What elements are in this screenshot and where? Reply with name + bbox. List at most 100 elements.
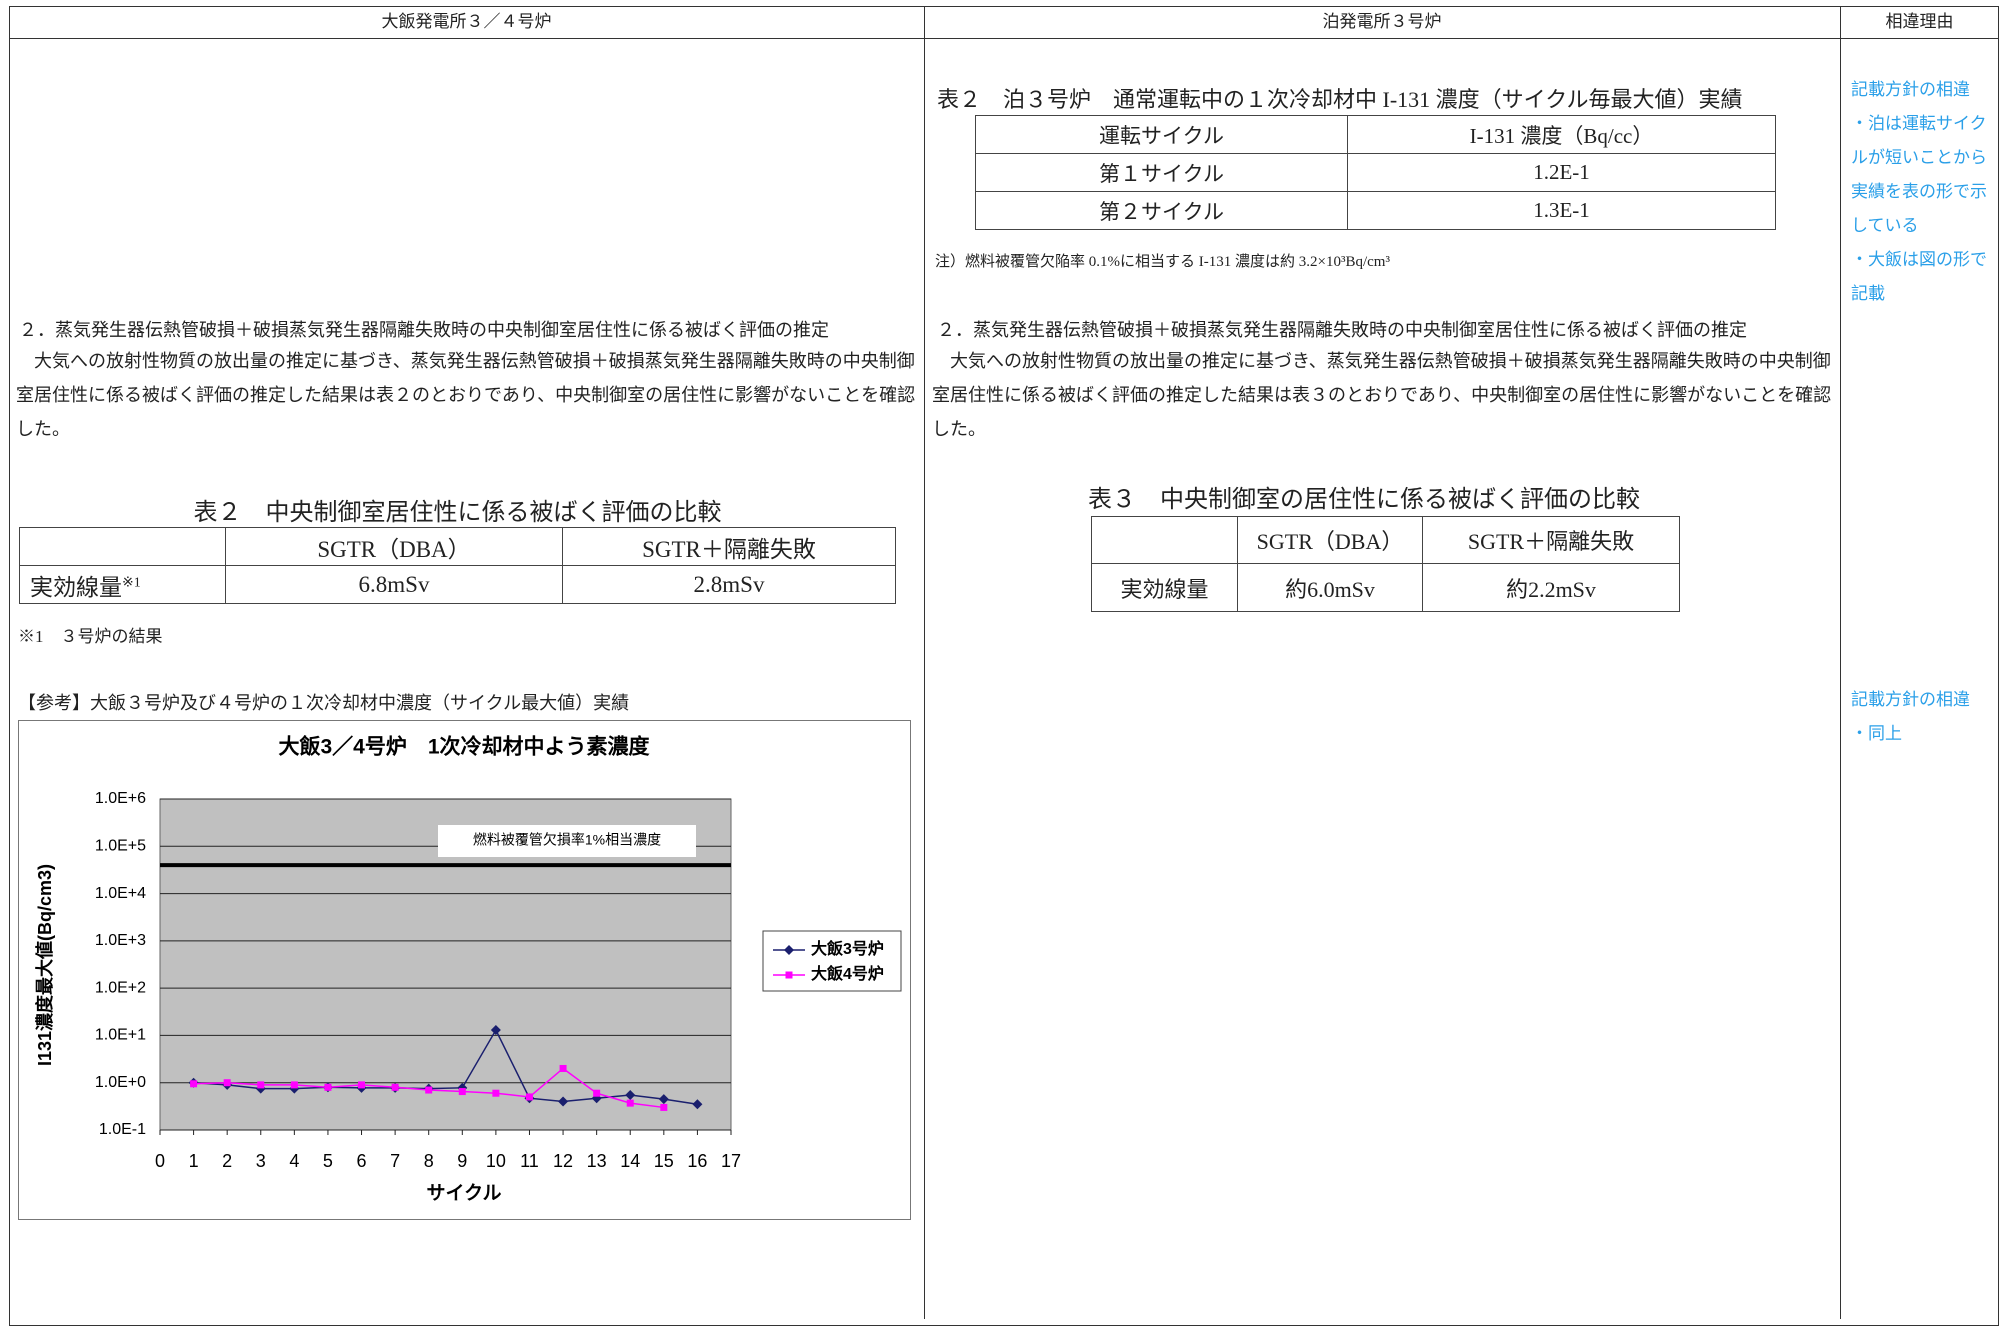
- marker: [625, 1089, 636, 1100]
- y-tick-label: 1.0E+6: [95, 790, 146, 807]
- marker: [558, 1096, 569, 1107]
- reason-line: 記載方針の相違: [1851, 80, 1970, 99]
- y-tick-label: 1.0E+0: [95, 1074, 146, 1091]
- x-tick-label: 16: [687, 1151, 707, 1171]
- y-tick-label: 1.0E+5: [95, 838, 146, 855]
- marker: [785, 971, 793, 979]
- table-caption: 表２ 中央制御室居住性に係る被ばく評価の比較: [193, 500, 722, 526]
- marker: [190, 1080, 198, 1088]
- cell: [19, 527, 226, 566]
- table: 運転サイクル I-131 濃度（Bq/cc） 第１サイクル 1.2E-1 第２サイク…: [975, 115, 1776, 230]
- y-tick-label: 1.0E+3: [95, 932, 146, 949]
- annotation-box: [438, 825, 696, 857]
- cell: SGTR（DBA）: [1237, 516, 1423, 564]
- marker: [255, 1083, 266, 1094]
- paragraph: 大気への放射性物質の放出量の推定に基づき、蒸気発生器伝熱管破損＋破損蒸気発生器隔…: [16, 351, 916, 439]
- cell: 実効線量※1: [19, 565, 226, 604]
- cell: 第１サイクル: [975, 153, 1348, 192]
- x-tick-label: 8: [424, 1151, 434, 1171]
- cell: SGTR（DBA）: [225, 527, 563, 566]
- marker: [290, 1081, 298, 1089]
- cell: SGTR＋隔離失敗: [1422, 516, 1680, 564]
- marker: [391, 1083, 399, 1091]
- reason-line: ・泊は運転サイクルが短いことから実績を表の形で示している: [1851, 114, 1987, 235]
- marker: [458, 1088, 466, 1096]
- series-line: [193, 1028, 698, 1106]
- cell: 第２サイクル: [975, 191, 1348, 230]
- x-tick-label: 5: [323, 1151, 333, 1171]
- legend-label: 大飯4号炉: [811, 964, 884, 983]
- x-tick-label: 15: [654, 1151, 674, 1171]
- footnote: ※1 ３号炉の結果: [18, 627, 163, 646]
- marker: [525, 1093, 533, 1101]
- marker: [358, 1081, 366, 1089]
- table-caption: 表３ 中央制御室の居住性に係る被ばく評価の比較: [1088, 487, 1640, 513]
- marker: [289, 1083, 300, 1094]
- x-tick-label: 9: [457, 1151, 467, 1171]
- marker: [223, 1079, 231, 1087]
- x-axis-label: サイクル: [426, 1182, 501, 1204]
- note: 注）燃料被覆管欠陥率 0.1%に相当する I-131 濃度は約 3.2×10³B…: [935, 254, 1390, 270]
- section-title: ２．蒸気発生器伝熱管破損＋破損蒸気発生器隔離失敗時の中央制御室居住性に係る被ばく…: [937, 320, 1747, 340]
- row-label: 実効線量: [30, 574, 122, 600]
- table: SGTR（DBA） SGTR＋隔離失敗 実効線量 約6.0mSv 約2.2mSv: [1091, 516, 1680, 612]
- y-tick-label: 1.0E+4: [95, 885, 146, 902]
- marker: [490, 1025, 501, 1036]
- reason-note: 記載方針の相違 ・同上: [1851, 683, 1993, 751]
- cell: [1091, 516, 1238, 564]
- chart-title: 大飯3／4号炉 1次冷却材中よう素濃度: [278, 735, 649, 759]
- x-tick-label: 11: [520, 1151, 539, 1171]
- annotation: 燃料被覆管欠損率1%相当濃度: [473, 832, 661, 848]
- reference: 【参考】大飯３号炉及び４号炉の１次冷却材中濃度（サイクル最大値）実績: [18, 693, 630, 713]
- y-tick-label: 1.0E-1: [99, 1121, 146, 1138]
- table-caption: 表２ 泊３号炉 通常運転中の１次冷却材中 I-131 濃度（サイクル毎最大値）実…: [937, 87, 1743, 112]
- column-rule: [924, 6, 925, 1319]
- footnote-mark: ※1: [122, 574, 141, 590]
- header-rule: [9, 38, 1999, 39]
- column-rule: [1840, 6, 1841, 1319]
- x-tick-label: 7: [390, 1151, 400, 1171]
- marker: [658, 1094, 669, 1105]
- reason-line: ・大飯は図の形で記載: [1851, 250, 1987, 303]
- cell: 運転サイクル: [975, 115, 1348, 154]
- marker: [593, 1089, 601, 1097]
- cell: 約2.2mSv: [1422, 563, 1680, 612]
- cell: I-131 濃度（Bq/cc）: [1347, 115, 1776, 154]
- legend: [762, 930, 902, 992]
- chart: 大飯3／4号炉 1次冷却材中よう素濃度 サイクル I131濃度最大値(Bq/cm…: [34, 735, 902, 1204]
- legend-label: 大飯3号炉: [811, 939, 884, 958]
- paragraph: 大気への放射性物質の放出量の推定に基づき、蒸気発生器伝熱管破損＋破損蒸気発生器隔…: [932, 351, 1832, 439]
- marker: [425, 1086, 433, 1094]
- x-tick-label: 0: [155, 1151, 165, 1171]
- x-tick-label: 13: [587, 1151, 607, 1171]
- x-tick-label: 3: [256, 1151, 266, 1171]
- marker: [692, 1099, 703, 1110]
- reason-line: ・同上: [1851, 724, 1902, 743]
- cell: 実効線量: [1091, 563, 1238, 612]
- x-tick-label: 1: [189, 1151, 199, 1171]
- marker: [660, 1103, 668, 1111]
- marker: [784, 945, 794, 955]
- marker: [559, 1064, 567, 1072]
- marker: [492, 1089, 500, 1097]
- x-tick-label: 17: [721, 1151, 741, 1171]
- x-tick-label: 12: [553, 1151, 573, 1171]
- reason-note: 記載方針の相違 ・泊は運転サイクルが短いことから実績を表の形で示している ・大飯…: [1851, 73, 1993, 311]
- x-tick-label: 4: [289, 1151, 299, 1171]
- column-header: 泊発電所３号炉: [1322, 12, 1442, 31]
- y-tick-label: 1.0E+1: [95, 1027, 146, 1044]
- column-header: 相違理由: [1885, 12, 1954, 31]
- cell: 6.8mSv: [225, 565, 563, 604]
- cell: 2.8mSv: [562, 565, 896, 604]
- x-tick-label: 10: [486, 1151, 506, 1171]
- cell: 1.3E-1: [1347, 191, 1776, 230]
- reason-line: 記載方針の相違: [1851, 690, 1970, 709]
- marker: [257, 1081, 265, 1089]
- table: SGTR（DBA） SGTR＋隔離失敗 実効線量※1 6.8mSv 2.8mSv: [19, 527, 896, 604]
- section-title: ２．蒸気発生器伝熱管破損＋破損蒸気発生器隔離失敗時の中央制御室居住性に係る被ばく…: [19, 320, 829, 340]
- cell: 約6.0mSv: [1237, 563, 1423, 612]
- x-tick-label: 6: [357, 1151, 367, 1171]
- y-axis-label: I131濃度最大値(Bq/cm3): [34, 864, 55, 1066]
- chart-frame: [18, 720, 911, 1220]
